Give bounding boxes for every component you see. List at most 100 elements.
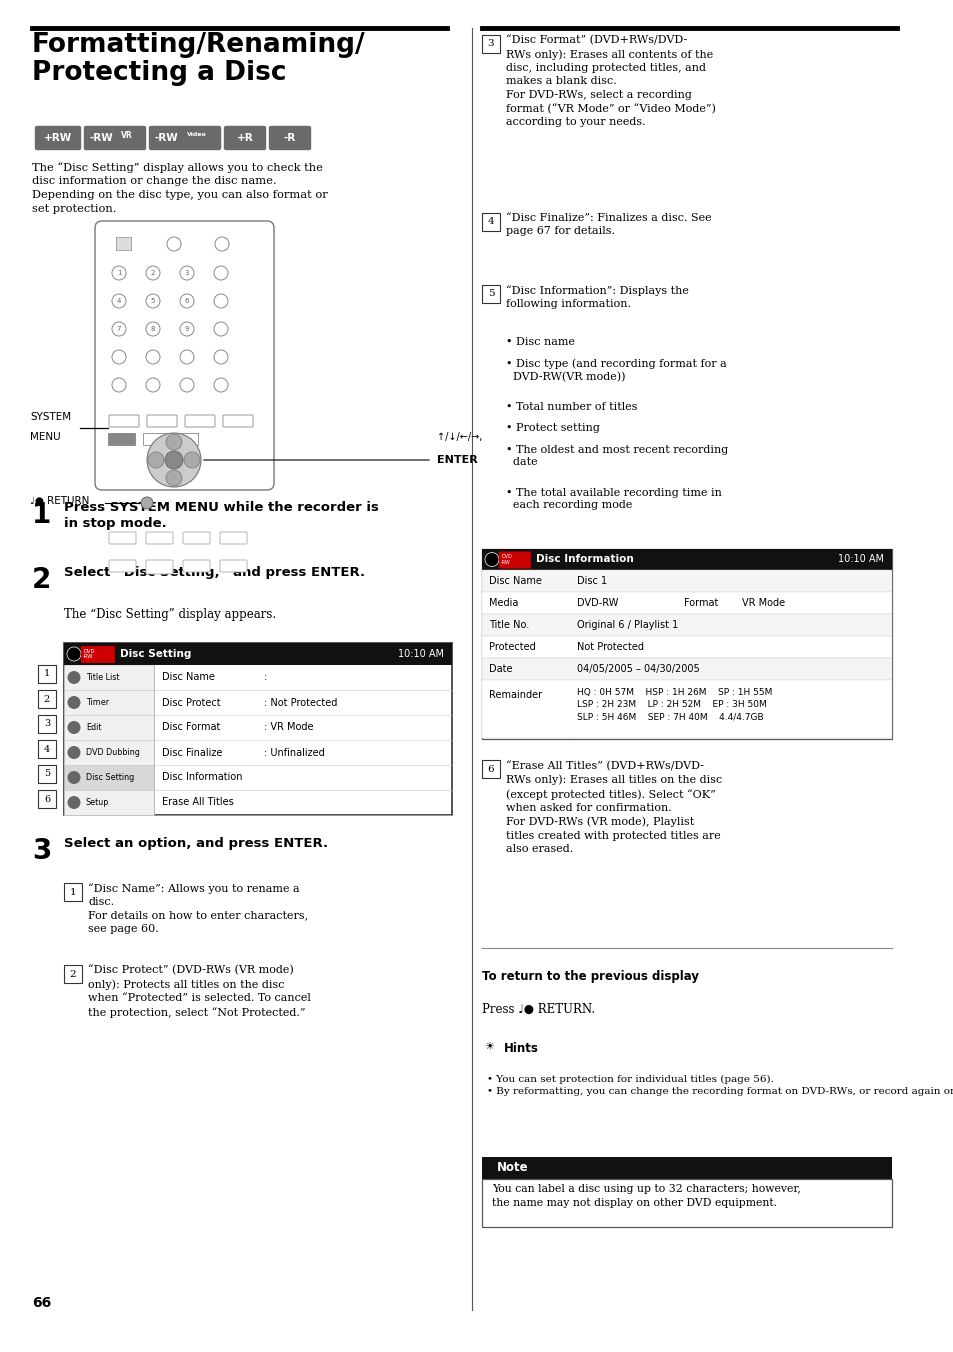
Text: Disc Name: Disc Name xyxy=(489,576,541,587)
Circle shape xyxy=(214,237,229,251)
Text: Protected: Protected xyxy=(489,642,536,653)
Circle shape xyxy=(180,293,193,308)
Text: 1: 1 xyxy=(44,669,51,679)
Circle shape xyxy=(112,266,126,280)
Text: : VR Mode: : VR Mode xyxy=(264,722,314,733)
Circle shape xyxy=(68,796,80,808)
Circle shape xyxy=(112,322,126,337)
Circle shape xyxy=(67,648,81,661)
Text: Note: Note xyxy=(497,1161,528,1174)
Bar xyxy=(64,740,153,765)
Circle shape xyxy=(68,671,80,684)
FancyBboxPatch shape xyxy=(35,127,80,150)
Text: 2: 2 xyxy=(44,695,51,703)
Text: 3: 3 xyxy=(487,39,494,49)
Text: Not Protected: Not Protected xyxy=(577,642,643,653)
Text: The “Disc Setting” display allows you to check the
disc information or change th: The “Disc Setting” display allows you to… xyxy=(32,162,328,214)
Circle shape xyxy=(213,350,228,364)
Text: Title List: Title List xyxy=(86,673,119,681)
Bar xyxy=(64,644,452,665)
Text: “Disc Protect” (DVD-RWs (VR mode)
only): Protects all titles on the disc
when “P: “Disc Protect” (DVD-RWs (VR mode) only):… xyxy=(88,965,311,1018)
Circle shape xyxy=(146,350,160,364)
Text: • You can set protection for individual titles (page 56).
• By reformatting, you: • You can set protection for individual … xyxy=(486,1075,953,1095)
FancyBboxPatch shape xyxy=(95,220,274,489)
Bar xyxy=(38,790,56,808)
Text: Disc Setting: Disc Setting xyxy=(120,649,192,658)
FancyBboxPatch shape xyxy=(150,127,220,150)
Text: Disc 1: Disc 1 xyxy=(577,576,606,587)
Text: “Disc Name”: Allows you to rename a
disc.
For details on how to enter characters: “Disc Name”: Allows you to rename a disc… xyxy=(88,883,308,934)
Bar xyxy=(481,615,891,637)
Text: Disc Finalize: Disc Finalize xyxy=(162,748,222,757)
Bar xyxy=(64,644,452,815)
Text: Hints: Hints xyxy=(503,1042,538,1056)
Text: Select an option, and press ENTER.: Select an option, and press ENTER. xyxy=(64,837,328,850)
FancyBboxPatch shape xyxy=(85,127,146,150)
Bar xyxy=(481,285,499,303)
Bar xyxy=(38,765,56,783)
Text: 2: 2 xyxy=(32,566,51,594)
Bar xyxy=(64,790,153,815)
Text: -RW: -RW xyxy=(90,132,113,143)
Circle shape xyxy=(146,266,160,280)
Circle shape xyxy=(112,293,126,308)
FancyBboxPatch shape xyxy=(220,531,247,544)
Bar xyxy=(64,965,82,983)
Text: 10:10 AM: 10:10 AM xyxy=(397,649,443,658)
Text: • Disc type (and recording format for a
  DVD-RW(VR mode)): • Disc type (and recording format for a … xyxy=(505,358,726,383)
FancyBboxPatch shape xyxy=(146,531,172,544)
Text: 4: 4 xyxy=(116,297,121,304)
Text: 3: 3 xyxy=(185,270,189,276)
Bar xyxy=(64,665,153,690)
Bar xyxy=(116,237,131,250)
Bar xyxy=(481,592,891,615)
Text: : Unfinalized: : Unfinalized xyxy=(264,748,324,757)
Text: Disc Information: Disc Information xyxy=(536,554,633,565)
Circle shape xyxy=(112,350,126,364)
Circle shape xyxy=(180,322,193,337)
Text: 7: 7 xyxy=(116,326,121,333)
Text: Erase All Titles: Erase All Titles xyxy=(162,798,233,807)
Text: DVD-RW: DVD-RW xyxy=(577,599,618,608)
Text: 1: 1 xyxy=(70,887,76,896)
Text: +RW: +RW xyxy=(44,132,72,143)
Circle shape xyxy=(165,452,183,469)
Text: VR Mode: VR Mode xyxy=(741,599,784,608)
FancyBboxPatch shape xyxy=(81,646,115,662)
Circle shape xyxy=(112,379,126,392)
Bar xyxy=(481,760,499,779)
Text: Formatting/Renaming/
Protecting a Disc: Formatting/Renaming/ Protecting a Disc xyxy=(32,32,365,87)
Bar xyxy=(64,883,82,900)
Text: 4: 4 xyxy=(487,218,494,227)
Text: “Disc Information”: Displays the
following information.: “Disc Information”: Displays the followi… xyxy=(505,285,688,310)
Text: DVD
-RW: DVD -RW xyxy=(83,649,94,658)
Text: ↑/↓/←/→,: ↑/↓/←/→, xyxy=(436,433,482,442)
Text: -RW: -RW xyxy=(154,132,178,143)
FancyBboxPatch shape xyxy=(146,560,172,575)
Circle shape xyxy=(146,322,160,337)
Bar xyxy=(143,433,168,445)
Bar xyxy=(481,658,891,680)
Text: 4: 4 xyxy=(44,745,51,753)
Text: Original 6 / Playlist 1: Original 6 / Playlist 1 xyxy=(577,621,678,630)
Bar xyxy=(172,433,198,445)
Text: DVD
-RW: DVD -RW xyxy=(500,554,511,565)
Text: • The oldest and most recent recording
  date: • The oldest and most recent recording d… xyxy=(505,445,727,468)
Circle shape xyxy=(180,266,193,280)
Text: ENTER: ENTER xyxy=(436,456,477,465)
Text: +R: +R xyxy=(236,132,253,143)
Circle shape xyxy=(141,498,152,508)
Text: Media: Media xyxy=(489,599,517,608)
Text: 6: 6 xyxy=(487,765,494,773)
Text: 04/05/2005 – 04/30/2005: 04/05/2005 – 04/30/2005 xyxy=(577,664,699,675)
Text: Disc Setting: Disc Setting xyxy=(86,773,134,781)
Text: 5: 5 xyxy=(151,297,155,304)
FancyBboxPatch shape xyxy=(109,531,136,544)
Text: Disc Information: Disc Information xyxy=(162,772,242,783)
FancyBboxPatch shape xyxy=(109,415,139,427)
Text: :: : xyxy=(264,672,267,683)
Bar xyxy=(481,214,499,231)
Text: Format: Format xyxy=(683,599,718,608)
Circle shape xyxy=(148,452,164,468)
Text: Setup: Setup xyxy=(86,798,110,807)
